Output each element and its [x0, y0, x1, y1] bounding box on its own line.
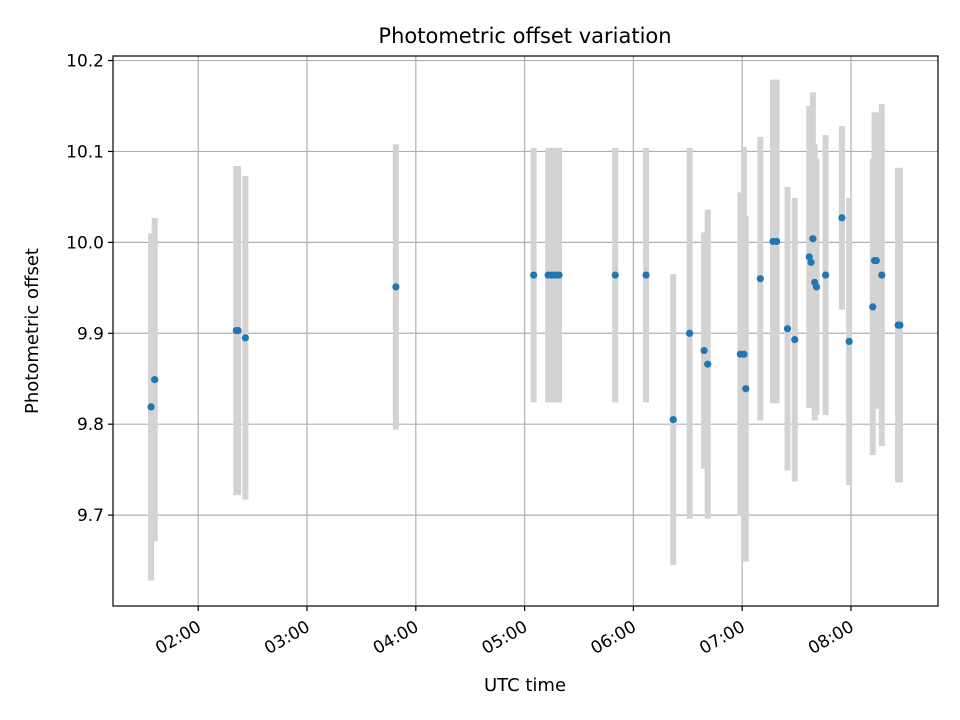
y-axis-ticks: 9.7 9.8 9.9 10.0 10.1 10.2 [66, 52, 113, 526]
data-point [685, 329, 694, 337]
data-point [740, 350, 748, 358]
data-point [147, 403, 155, 411]
data-point [805, 253, 813, 261]
plot-area-frame [112, 55, 939, 607]
y-tick-label: 9.8 [77, 415, 104, 435]
data-point [812, 283, 821, 291]
y-tick-label: 10.2 [66, 52, 104, 72]
y-axis-label: Photometric offset [22, 248, 43, 414]
data-point [611, 271, 619, 279]
data-point [392, 283, 400, 291]
data-point [704, 360, 712, 368]
data-point [234, 326, 242, 335]
grid [113, 56, 938, 606]
data-point [756, 275, 764, 283]
data-point [809, 235, 817, 243]
data-point [642, 271, 650, 279]
chart-title: Photometric offset variation [378, 24, 671, 48]
data-point [896, 321, 904, 329]
data-point [872, 256, 880, 265]
data-point [151, 376, 159, 384]
data-point [530, 271, 538, 279]
data-point [241, 334, 249, 342]
data-points [147, 214, 904, 424]
data-point [555, 271, 563, 279]
data-point [773, 237, 781, 246]
y-tick-label: 9.9 [77, 324, 104, 344]
y-tick-label: 10.0 [66, 233, 104, 253]
data-point [878, 271, 886, 279]
x-axis-label: UTC time [484, 675, 566, 696]
data-point [700, 346, 708, 355]
data-point [838, 214, 846, 222]
data-point [742, 385, 750, 393]
data-point [791, 336, 799, 344]
data-point [845, 337, 853, 346]
data-point [869, 303, 877, 311]
data-point [783, 325, 792, 333]
data-point [807, 258, 815, 266]
data-point [821, 271, 830, 279]
data-point [669, 416, 677, 424]
y-tick-label: 9.7 [77, 506, 104, 526]
y-tick-label: 10.1 [66, 142, 104, 162]
